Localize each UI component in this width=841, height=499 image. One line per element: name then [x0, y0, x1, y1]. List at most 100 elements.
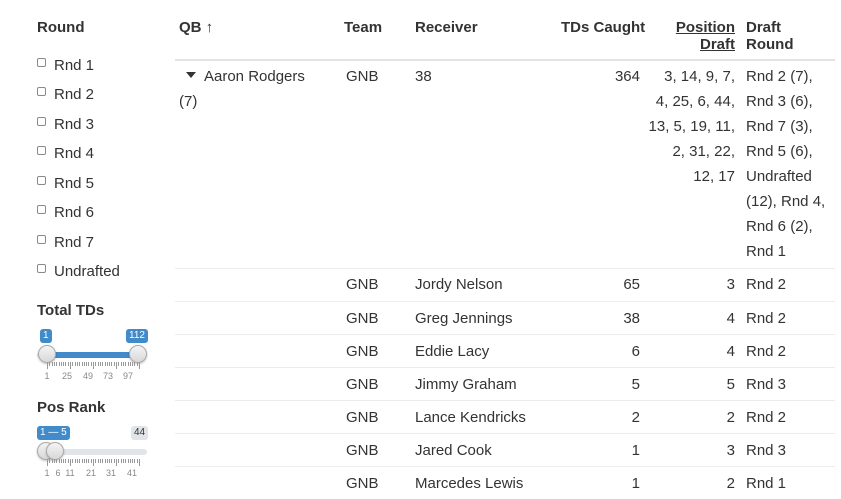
pos-rank-slider[interactable]: 1 — 5 44 1 6 11 21 31 41 — [37, 426, 149, 486]
slider-tick-mark — [116, 362, 117, 369]
round-checkbox-undrafted[interactable]: Undrafted — [37, 264, 120, 284]
slider-tick-mark — [53, 459, 55, 463]
checkbox-icon[interactable] — [37, 117, 46, 126]
slider-tick-mark — [60, 459, 62, 463]
slider-tick-mark — [70, 459, 71, 466]
slider-tick-mark — [122, 459, 124, 463]
slider-tick-mark — [70, 362, 71, 369]
slider-range-value: 1 — 5 — [37, 426, 70, 440]
slider-tick-mark — [95, 362, 97, 366]
round-checkbox-rnd1[interactable]: Rnd 1 — [37, 58, 94, 78]
slider-high-handle[interactable] — [46, 442, 64, 460]
cell-team: GNB — [346, 376, 379, 393]
slider-high-handle[interactable] — [129, 345, 147, 363]
cell-tds: 65 — [623, 276, 640, 293]
slider-tick-mark — [47, 362, 48, 369]
slider-high-value: 112 — [126, 329, 148, 343]
cell-team: GNB — [346, 343, 379, 360]
cell-receiver: Jared Cook — [415, 442, 492, 459]
slider-tick-mark — [136, 362, 138, 366]
column-header-team[interactable]: Team — [344, 19, 383, 36]
checkbox-icon[interactable] — [37, 87, 46, 96]
slider-tick-mark — [104, 459, 106, 463]
slider-tick-mark — [118, 459, 120, 463]
total-tds-slider[interactable]: 1 112 1 25 49 73 97 — [37, 329, 149, 389]
column-header-draft-round[interactable]: Draft Round — [746, 19, 793, 53]
slider-tick-mark — [56, 362, 58, 366]
slider-tick-mark — [63, 459, 65, 463]
row-divider — [175, 268, 835, 269]
slider-tick-mark — [67, 362, 69, 366]
slider-tick-mark — [67, 459, 69, 463]
checkbox-icon[interactable] — [37, 235, 46, 244]
checkbox-label: Rnd 1 — [54, 57, 95, 74]
round-checkbox-rnd4[interactable]: Rnd 4 — [37, 146, 94, 166]
slider-tick-mark — [111, 362, 113, 366]
slider-tick-mark — [139, 362, 140, 369]
cell-team: GNB — [346, 276, 379, 293]
checkbox-icon[interactable] — [37, 264, 46, 273]
cell-draft-round: Rnd 2 — [746, 409, 787, 426]
cell-receiver: Lance Kendricks — [415, 409, 526, 426]
slider-max-value: 44 — [131, 426, 149, 440]
slider-ticks — [37, 362, 147, 370]
group-draft-round-list: Rnd 2 (7), Rnd 3 (6), Rnd 7 (3), Rnd 5 (… — [746, 68, 826, 260]
slider-tick-label: 1 — [44, 468, 50, 478]
checkbox-icon[interactable] — [37, 176, 46, 185]
slider-tick-mark — [53, 362, 55, 366]
round-checkbox-rnd2[interactable]: Rnd 2 — [37, 87, 94, 107]
slider-tick-mark — [109, 459, 111, 463]
caret-down-icon[interactable] — [186, 72, 196, 79]
slider-tick-mark — [134, 362, 136, 366]
slider-tick-mark — [129, 362, 131, 366]
slider-track[interactable] — [37, 449, 147, 455]
slider-tick-label: 97 — [122, 371, 134, 381]
slider-low-handle[interactable] — [38, 345, 56, 363]
round-checkbox-rnd7[interactable]: Rnd 7 — [37, 235, 94, 255]
group-expand-toggle[interactable]: Aaron Rodgers — [186, 64, 305, 89]
slider-tick-mark — [127, 459, 129, 463]
slider-ticks — [37, 459, 147, 467]
column-header-qb[interactable]: QB ↑ — [179, 19, 214, 36]
slider-tick-mark — [47, 459, 48, 466]
checkbox-label: Rnd 6 — [54, 204, 95, 221]
slider-tick-mark — [132, 459, 134, 463]
slider-tick-mark — [116, 459, 117, 466]
slider-tick-mark — [76, 362, 78, 366]
slider-tick-mark — [120, 459, 122, 463]
column-header-receiver[interactable]: Receiver — [415, 19, 478, 36]
slider-tick-mark — [95, 459, 97, 463]
checkbox-icon[interactable] — [37, 146, 46, 155]
slider-tick-label: 49 — [82, 371, 94, 381]
slider-tick-mark — [49, 459, 51, 463]
slider-tick-mark — [102, 362, 104, 366]
slider-tick-mark — [127, 362, 129, 366]
checkbox-icon[interactable] — [37, 58, 46, 67]
checkbox-label: Rnd 4 — [54, 145, 95, 162]
group-team: GNB — [346, 68, 379, 85]
slider-low-value: 1 — [40, 329, 52, 343]
cell-draft-round: Rnd 2 — [746, 310, 787, 327]
slider-tick-mark — [97, 362, 99, 366]
column-header-tds-caught[interactable]: TDs Caught — [561, 19, 646, 36]
header-divider — [175, 59, 835, 61]
round-checkbox-rnd6[interactable]: Rnd 6 — [37, 205, 94, 225]
group-tds-total: 364 — [614, 68, 640, 85]
slider-tick-mark — [106, 459, 108, 463]
row-divider — [175, 400, 835, 401]
column-header-position-draft[interactable]: Position Draft — [675, 19, 735, 53]
cell-receiver: Greg Jennings — [415, 310, 513, 327]
slider-tick-mark — [88, 362, 90, 366]
slider-tick-mark — [132, 362, 134, 366]
slider-tick-mark — [74, 362, 76, 366]
checkbox-icon[interactable] — [37, 205, 46, 214]
checkbox-label: Rnd 3 — [54, 116, 95, 133]
slider-tick-mark — [99, 362, 101, 366]
cell-receiver: Jordy Nelson — [415, 276, 503, 293]
cell-draft-round: Rnd 2 — [746, 276, 787, 293]
round-checkbox-rnd5[interactable]: Rnd 5 — [37, 176, 94, 196]
round-checkbox-rnd3[interactable]: Rnd 3 — [37, 117, 94, 137]
cell-position-draft: 2 — [726, 475, 735, 492]
cell-tds: 6 — [631, 343, 640, 360]
row-divider — [175, 301, 835, 302]
